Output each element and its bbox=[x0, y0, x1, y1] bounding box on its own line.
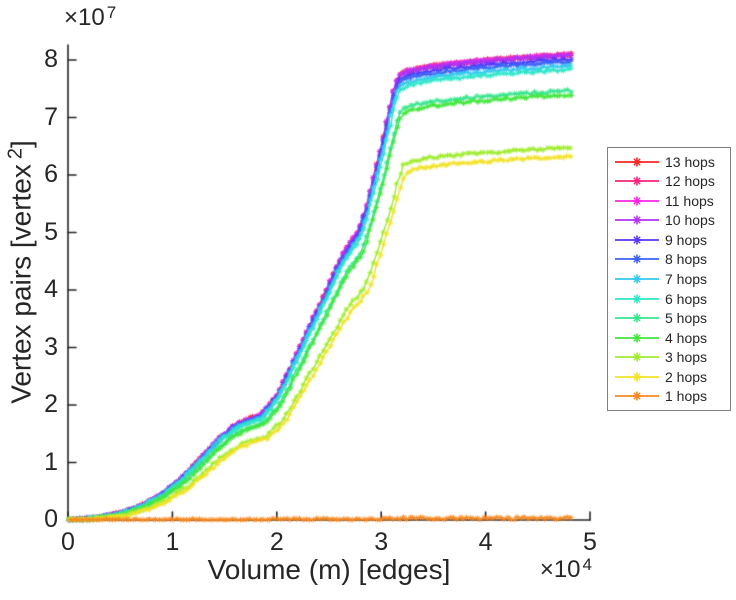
y-multiplier-base: ×10 bbox=[64, 4, 105, 31]
legend-item: 2 hops bbox=[614, 367, 730, 387]
legend-item: 4 hops bbox=[614, 328, 730, 348]
legend-item-label: 7 hops bbox=[665, 271, 708, 287]
legend-item-label: 12 hops bbox=[665, 173, 715, 190]
legend-item-label: 11 hops bbox=[665, 192, 714, 209]
legend-item-label: 6 hops bbox=[665, 290, 708, 307]
legend-line-asterisk-marker-icon bbox=[615, 294, 659, 304]
y-axis-multiplier: ×10 7 bbox=[64, 3, 116, 32]
legend-item-label: 3 hops bbox=[665, 349, 708, 366]
legend-item: 3 hops bbox=[614, 347, 730, 367]
legend-item-label: 2 hops bbox=[665, 368, 708, 385]
y-tick-label: 0 bbox=[44, 504, 58, 533]
y-multiplier-exponent: 7 bbox=[106, 3, 117, 22]
y-tick-label: 8 bbox=[44, 44, 58, 73]
x-axis-label: Volume (m) [edges] bbox=[208, 554, 451, 586]
y-tick-label: 2 bbox=[44, 389, 58, 418]
legend-item: 1 hops bbox=[614, 386, 730, 406]
legend-item: 9 hops bbox=[614, 230, 730, 250]
y-axis-label: Vertex pairs [vertex 2] bbox=[5, 140, 38, 404]
legend-line-asterisk-marker-icon bbox=[615, 391, 659, 401]
y-tick-label: 5 bbox=[44, 217, 58, 246]
legend-line-asterisk-marker-icon bbox=[615, 274, 659, 284]
y-tick-label: 6 bbox=[44, 159, 58, 188]
x-tick-label: 3 bbox=[374, 528, 389, 556]
x-tick-label: 5 bbox=[583, 528, 597, 556]
legend-item-label: 1 hops bbox=[665, 388, 708, 405]
legend-item: 12 hops bbox=[614, 172, 730, 192]
legend-item-label: 5 hops bbox=[665, 310, 708, 327]
x-multiplier-base: ×10 bbox=[539, 556, 581, 583]
x-tick-label: 0 bbox=[61, 528, 75, 556]
y-tick-label: 3 bbox=[44, 332, 58, 361]
legend-item-label: 9 hops bbox=[665, 231, 708, 248]
legend-line-asterisk-marker-icon bbox=[615, 352, 659, 362]
y-tick-label: 4 bbox=[44, 274, 58, 303]
x-axis-multiplier: ×10 4 bbox=[540, 555, 592, 584]
y-tick-label: 1 bbox=[44, 447, 58, 476]
legend-item: 13 hops bbox=[614, 152, 730, 172]
legend: 13 hops 12 hops 11 hops 10 hops 9 hops 8 hops… bbox=[607, 147, 731, 411]
y-tick-label: 7 bbox=[44, 102, 58, 131]
legend-line-asterisk-marker-icon bbox=[615, 215, 659, 225]
legend-line-asterisk-marker-icon bbox=[615, 254, 659, 264]
legend-line-asterisk-marker-icon bbox=[615, 157, 659, 167]
y-axis-label-bracket: ] bbox=[5, 140, 37, 148]
legend-item: 10 hops bbox=[614, 211, 730, 231]
y-axis-label-text: Vertex pairs [vertex bbox=[5, 164, 37, 404]
x-axis-label-text: Volume (m) [edges] bbox=[207, 554, 451, 585]
legend-line-asterisk-marker-icon bbox=[615, 313, 659, 323]
legend-item-label: 10 hops bbox=[665, 212, 715, 229]
legend-line-asterisk-marker-icon bbox=[615, 333, 659, 343]
x-tick-label: 4 bbox=[478, 528, 493, 556]
legend-item: 6 hops bbox=[614, 289, 730, 309]
legend-line-asterisk-marker-icon bbox=[615, 176, 659, 186]
legend-item: 7 hops bbox=[614, 269, 730, 289]
legend-item: 11 hops bbox=[614, 191, 730, 211]
x-tick-label: 1 bbox=[165, 528, 180, 556]
legend-item-label: 13 hops bbox=[665, 153, 715, 170]
x-multiplier-exponent: 4 bbox=[582, 555, 592, 574]
x-tick-label: 2 bbox=[269, 528, 284, 556]
legend-item: 8 hops bbox=[614, 250, 730, 270]
y-axis-label-superscript: 2 bbox=[4, 148, 27, 160]
legend-item: 5 hops bbox=[614, 308, 730, 328]
legend-line-asterisk-marker-icon bbox=[615, 196, 659, 206]
legend-item-label: 8 hops bbox=[665, 251, 708, 268]
legend-line-asterisk-marker-icon bbox=[615, 372, 659, 382]
legend-line-asterisk-marker-icon bbox=[615, 235, 659, 245]
legend-item-label: 4 hops bbox=[665, 329, 708, 346]
